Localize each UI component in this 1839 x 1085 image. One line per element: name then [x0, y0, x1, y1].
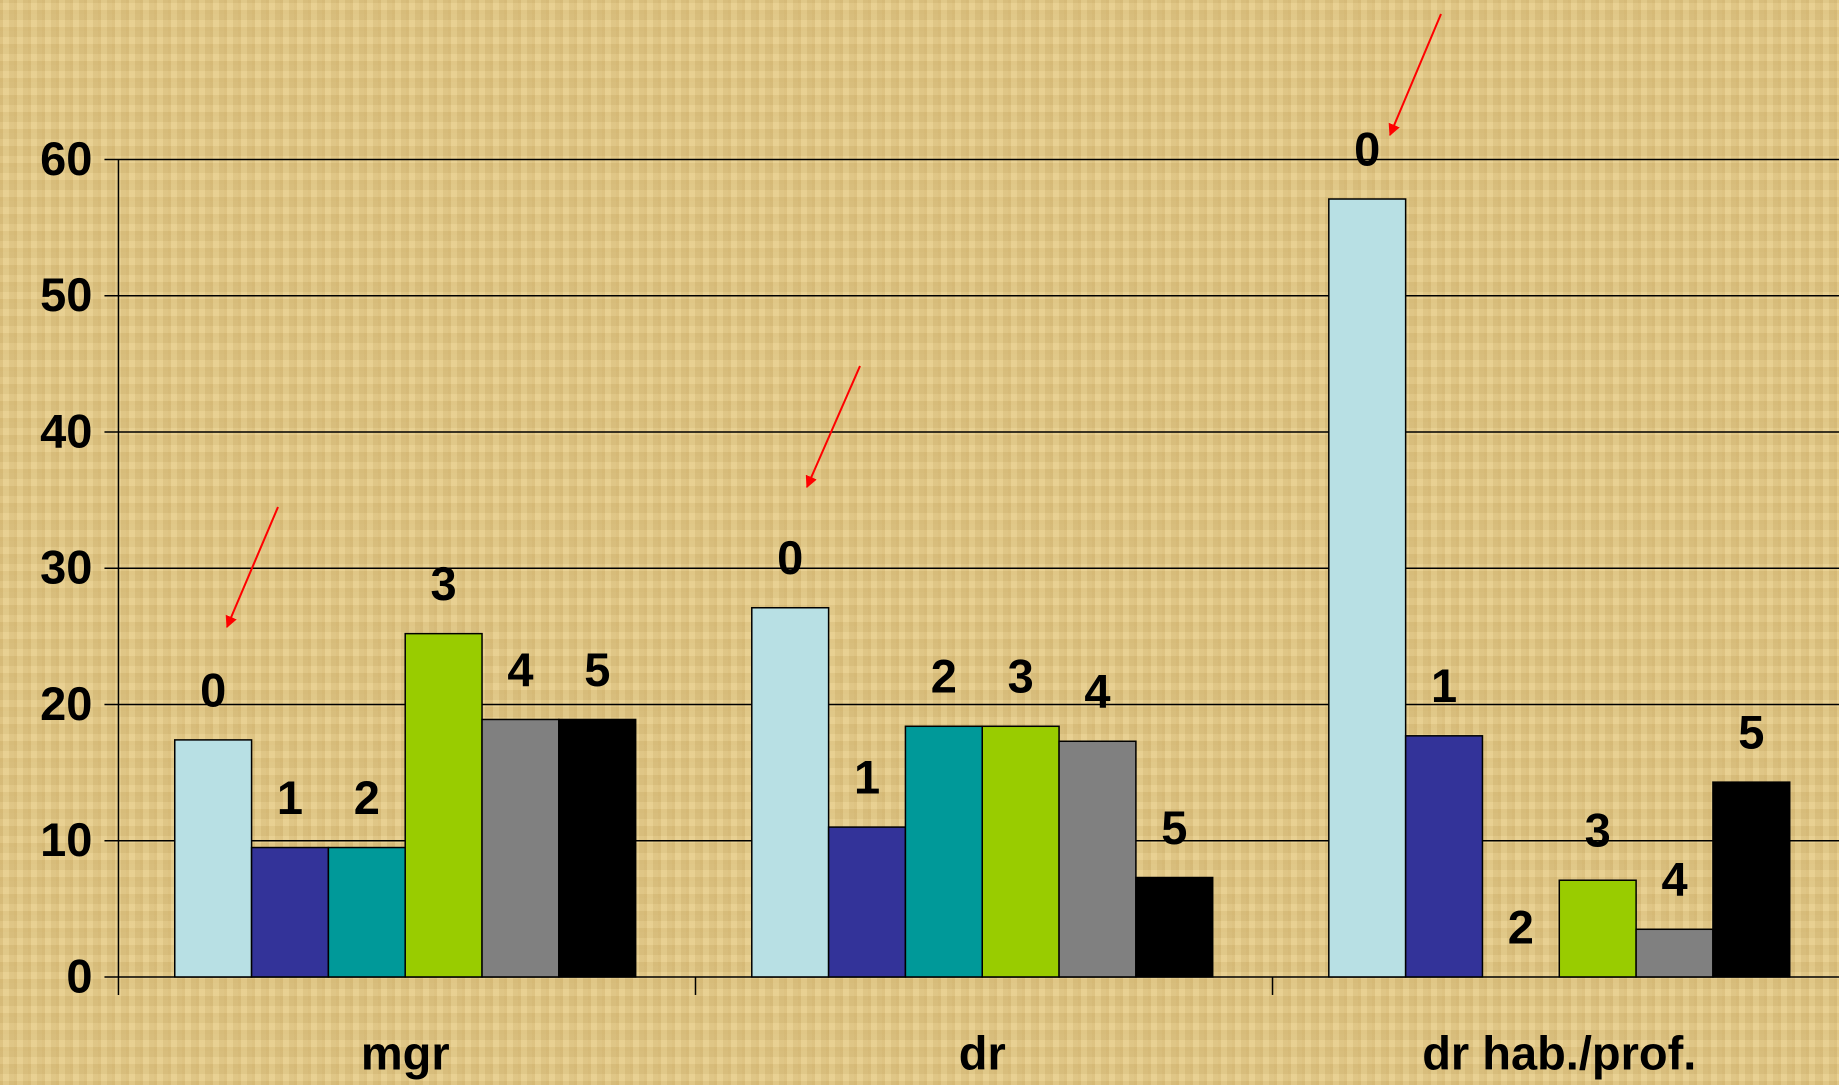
arrow — [1388, 13, 1442, 137]
bar — [1404, 735, 1484, 978]
bar-label: 3 — [431, 557, 457, 610]
bar-label: 5 — [1161, 801, 1187, 854]
bar — [1558, 879, 1637, 978]
x-tick-label: dr hab./prof. — [1422, 1026, 1696, 1079]
bar-label: 0 — [200, 663, 226, 716]
bar-label: 0 — [777, 531, 803, 584]
bar — [827, 826, 907, 978]
y-tick-label: 50 — [40, 268, 92, 321]
annotation-arrows — [225, 13, 1442, 629]
bar — [1135, 876, 1214, 978]
bar — [1058, 740, 1137, 978]
x-tick-label: mgr — [361, 1026, 450, 1079]
bar-label: 1 — [854, 751, 880, 804]
y-tick-label: 10 — [40, 813, 92, 866]
bar — [558, 718, 637, 978]
bar-label: 2 — [931, 650, 957, 703]
bar-label: 4 — [1661, 853, 1687, 906]
y-tick-label: 0 — [66, 949, 92, 1002]
bar-label: 4 — [507, 643, 533, 696]
bar — [327, 846, 406, 978]
bar — [1328, 198, 1407, 978]
x-tick-label: dr — [959, 1026, 1006, 1079]
bar — [481, 718, 560, 978]
bar — [904, 725, 983, 978]
bar — [174, 739, 253, 978]
bar — [981, 725, 1060, 978]
y-tick-label: 30 — [40, 541, 92, 594]
arrow — [225, 506, 279, 629]
bar-label: 1 — [277, 771, 303, 824]
bar — [250, 846, 330, 978]
y-tick-label: 40 — [40, 404, 92, 457]
bar-label: 2 — [354, 771, 380, 824]
bar-label: 3 — [1008, 650, 1034, 703]
bar-label: 5 — [1738, 706, 1764, 759]
arrow — [805, 365, 861, 489]
bar-label: 0 — [1354, 122, 1380, 175]
y-tick-label: 60 — [40, 132, 92, 185]
bar-label: 3 — [1585, 804, 1611, 857]
bar — [1635, 928, 1714, 978]
bar-label: 4 — [1084, 665, 1110, 718]
bar — [404, 632, 483, 978]
bar-label: 2 — [1508, 900, 1534, 953]
bar-label: 1 — [1431, 659, 1457, 712]
bar-label: 5 — [584, 643, 610, 696]
bar — [751, 606, 830, 978]
y-tick-label: 20 — [40, 677, 92, 730]
bar — [1712, 781, 1791, 978]
